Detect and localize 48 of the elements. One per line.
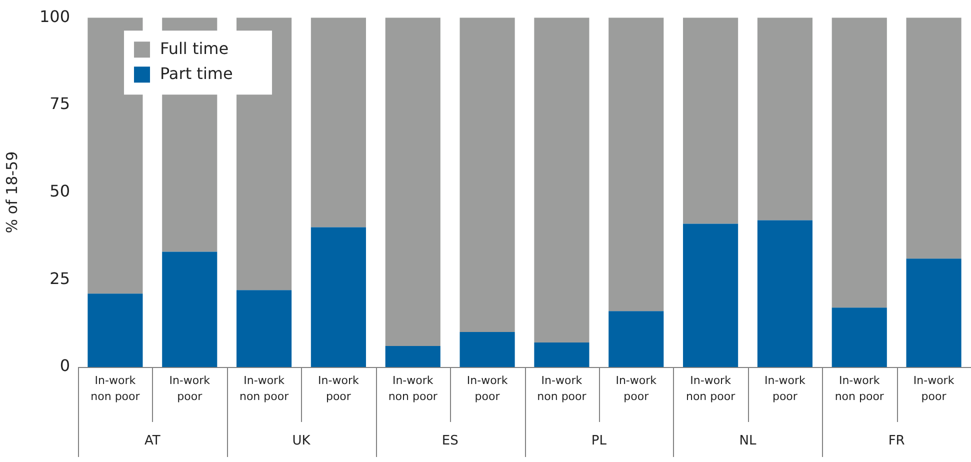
bar: [683, 224, 738, 367]
bar: [310, 18, 366, 228]
text: FR: [888, 433, 905, 448]
bar: [906, 258, 962, 367]
x-tick-label: In-work non poor: [239, 374, 290, 403]
bar: [757, 220, 812, 367]
bar: [757, 18, 812, 220]
y-tick-label: 25: [50, 268, 70, 288]
x-tick-label: In-work poor: [616, 374, 658, 403]
x-tick-label: In-work non poor: [834, 374, 884, 403]
bar: [310, 227, 366, 367]
x-tick-label: In-work poor: [318, 374, 360, 403]
bar: [534, 342, 590, 367]
text: NL: [739, 433, 757, 448]
bar: [162, 252, 218, 367]
y-axis-title: % of 18-59: [2, 151, 21, 234]
x-tick-label: In-work non poor: [388, 374, 438, 403]
text: AT: [144, 433, 160, 448]
x-tick-label: In-work poor: [913, 374, 955, 403]
bar: [88, 294, 143, 367]
bar: [832, 308, 887, 367]
bar: [906, 18, 962, 259]
legend-label: Full time: [160, 38, 229, 58]
bar: [534, 18, 590, 343]
text: PL: [591, 433, 608, 448]
text: ES: [442, 433, 458, 448]
bar: [460, 332, 515, 367]
y-tick-label: 50: [50, 181, 70, 200]
bar: [385, 346, 440, 367]
x-tick-label: In-work poor: [764, 374, 806, 403]
bar: [683, 18, 738, 224]
x-tick-label: In-work poor: [466, 374, 508, 403]
y-tick-label: 0: [60, 356, 70, 376]
x-tick-label: In-work non poor: [686, 374, 736, 403]
legend-label: Part time: [160, 64, 233, 83]
x-tick-label: In-work non poor: [537, 374, 587, 403]
bar: [608, 18, 664, 312]
bar: [460, 18, 515, 332]
bar: [832, 18, 887, 308]
y-tick-label: 75: [50, 94, 70, 114]
x-tick-label: In-work poor: [169, 374, 211, 403]
bar: [236, 290, 292, 367]
bar: [88, 18, 143, 294]
bar: [608, 311, 664, 367]
x-tick-label: In-work non poor: [90, 374, 140, 403]
text: UK: [292, 433, 311, 448]
bar: [385, 18, 440, 346]
y-tick-label: 100: [39, 6, 70, 26]
